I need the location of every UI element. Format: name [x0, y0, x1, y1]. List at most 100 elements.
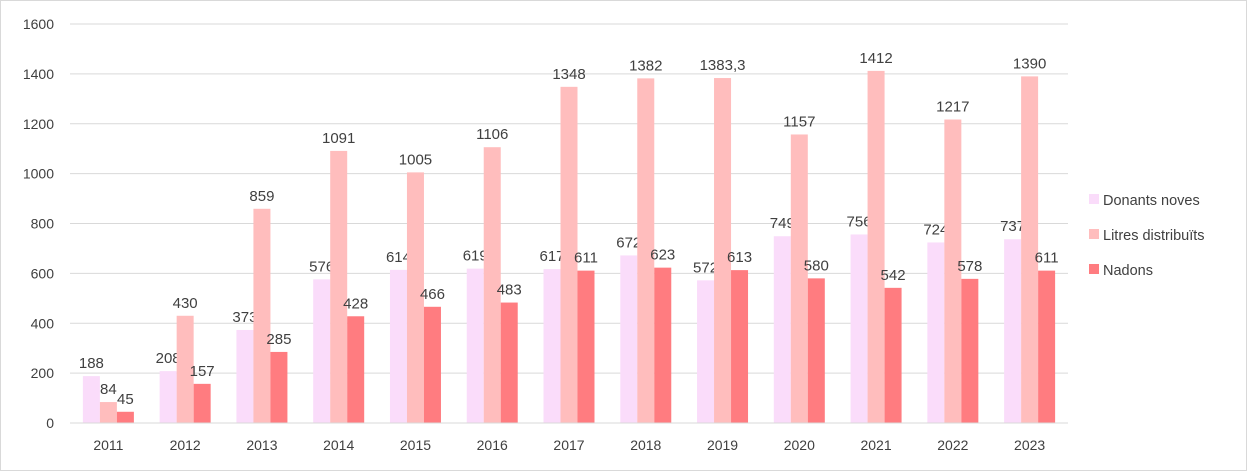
data-label: 623 [650, 247, 675, 264]
legend-swatch [1089, 264, 1099, 274]
data-label: 613 [727, 249, 752, 266]
bar-nadons [654, 267, 672, 423]
bar-nadons [961, 278, 979, 423]
y-tick-label: 600 [31, 265, 55, 281]
data-label: 1091 [322, 130, 355, 147]
data-label: 580 [804, 257, 829, 274]
x-tick-label: 2019 [707, 437, 738, 453]
bar-donants-noves [697, 280, 715, 423]
y-tick-label: 200 [31, 365, 55, 381]
data-label: 466 [420, 286, 445, 303]
legend-label: Donants noves [1103, 193, 1200, 209]
data-label: 285 [266, 331, 291, 348]
bar-donants-noves [466, 268, 484, 423]
data-label: 483 [497, 282, 522, 299]
bar-litres-distribu-ts [944, 119, 962, 424]
data-label: 1217 [936, 99, 969, 116]
bar-nadons [347, 316, 365, 423]
bar-nadons [423, 306, 441, 423]
data-label: 1383,3 [700, 57, 746, 74]
x-tick-label: 2015 [400, 437, 431, 453]
data-label: 572 [693, 259, 718, 276]
y-tick-label: 1600 [23, 16, 54, 32]
bar-donants-noves [773, 236, 791, 423]
legend-label: Litres distribuïts [1103, 228, 1205, 244]
data-label: 611 [574, 250, 598, 267]
data-label: 373 [232, 309, 257, 326]
data-label: 428 [343, 295, 368, 312]
data-label: 672 [616, 234, 641, 251]
data-label: 188 [79, 355, 104, 372]
legend-swatch [1089, 229, 1099, 239]
data-label: 724 [923, 221, 948, 238]
data-label: 578 [957, 258, 982, 275]
bar-nadons [807, 278, 825, 423]
data-label: 737 [1000, 218, 1025, 235]
bar-donants-noves [1004, 239, 1022, 423]
data-label: 611 [1035, 250, 1059, 267]
data-label: 859 [249, 188, 274, 205]
x-tick-label: 2020 [784, 437, 815, 453]
x-tick-label: 2013 [246, 437, 277, 453]
bar-donants-noves [620, 255, 638, 423]
x-tick-label: 2011 [93, 437, 123, 453]
data-label: 84 [100, 381, 117, 398]
data-label: 576 [309, 258, 334, 275]
x-tick-label: 2016 [477, 437, 508, 453]
data-label: 1382 [629, 57, 662, 74]
bar-litres-distribu-ts [483, 147, 501, 423]
bar-nadons [577, 270, 595, 423]
data-label: 1348 [552, 66, 585, 83]
x-tick-label: 2018 [630, 437, 661, 453]
bar-nadons [193, 383, 211, 423]
bar-donants-noves [236, 329, 254, 423]
bar-nadons [500, 302, 518, 423]
x-tick-label: 2012 [170, 437, 201, 453]
bar-nadons [1038, 270, 1056, 423]
legend-swatch [1089, 194, 1099, 204]
bar-donants-noves [313, 279, 331, 423]
data-label: 1157 [783, 113, 815, 130]
data-label: 542 [881, 267, 906, 284]
bar-litres-distribu-ts [176, 315, 194, 423]
y-tick-label: 400 [31, 315, 55, 331]
bar-donants-noves [159, 371, 177, 423]
bar-litres-distribu-ts [1021, 76, 1039, 424]
data-label: 749 [770, 215, 795, 232]
x-tick-label: 2022 [937, 437, 968, 453]
data-label: 208 [156, 350, 181, 367]
y-tick-label: 1400 [23, 66, 54, 82]
bar-litres-distribu-ts [330, 150, 348, 423]
y-tick-label: 1000 [23, 166, 54, 182]
bar-litres-distribu-ts [714, 78, 732, 424]
data-label: 617 [539, 248, 564, 265]
bar-nadons [116, 411, 134, 423]
legend-label: Nadons [1103, 263, 1153, 279]
x-tick-label: 2023 [1014, 437, 1045, 453]
bar-nadons [884, 287, 902, 423]
data-label: 756 [847, 213, 872, 230]
x-tick-label: 2017 [553, 437, 584, 453]
bar-litres-distribu-ts [406, 172, 424, 423]
y-tick-label: 0 [46, 415, 54, 431]
data-label: 157 [190, 363, 215, 380]
bar-litres-distribu-ts [560, 86, 578, 423]
bar-nadons [270, 351, 288, 423]
data-label: 1106 [476, 126, 508, 143]
x-tick-label: 2014 [323, 437, 354, 453]
data-label: 430 [173, 295, 198, 312]
bar-donants-noves [850, 234, 868, 423]
data-label: 619 [463, 248, 488, 265]
x-tick-label: 2021 [860, 437, 891, 453]
y-tick-label: 1200 [23, 116, 54, 132]
data-label: 1412 [859, 50, 892, 67]
data-label: 1390 [1013, 55, 1046, 72]
bar-litres-distribu-ts [99, 402, 117, 423]
bar-litres-distribu-ts [790, 134, 808, 423]
bar-litres-distribu-ts [253, 208, 271, 423]
bar-donants-noves [389, 269, 407, 423]
data-label: 614 [386, 249, 411, 266]
bar-donants-noves [927, 242, 945, 423]
